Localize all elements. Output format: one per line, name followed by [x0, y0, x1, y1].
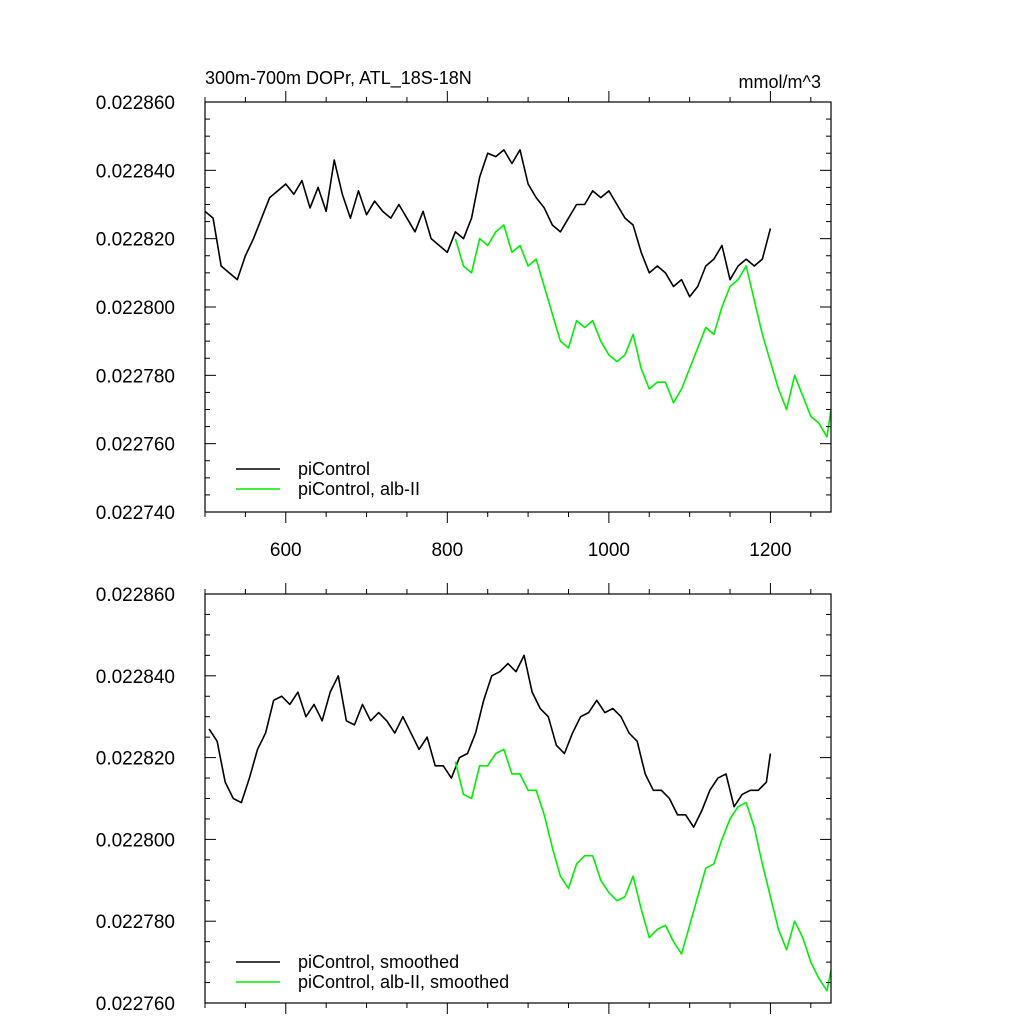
y-tick-label: 0.022760 [96, 435, 175, 456]
y-tick-label: 0.022780 [96, 366, 175, 387]
panel-raw: 0.022740 0.022760 0.022780 0.022800 0.022820… [96, 68, 832, 561]
x-tick-label: 1000 [588, 540, 630, 561]
y-tick-label: 0.022840 [96, 667, 175, 688]
plot-frame [204, 101, 832, 513]
y-tick-label: 0.022760 [96, 994, 175, 1015]
y-tick-label: 0.022840 [96, 161, 175, 182]
x-tick-label: 1200 [749, 540, 791, 561]
y-tick-label: 0.022800 [96, 298, 175, 319]
legend-label-1: piControl, alb-II, smoothed [298, 972, 509, 992]
series-line-1 [454, 748, 831, 992]
y-tick-label: 0.022860 [96, 93, 175, 114]
y-tick-label: 0.022820 [96, 230, 175, 251]
y-tick-label: 0.022800 [96, 830, 175, 851]
panel-smoothed: 0.022760 0.022780 0.022800 0.022820 0.022840… [96, 583, 832, 1015]
y-tick-label: 0.022740 [96, 503, 175, 524]
series-line-0 [208, 654, 772, 828]
legend-label-1: piControl, alb-II [298, 479, 420, 499]
x-tick-label: 800 [431, 540, 463, 561]
series-line-1 [454, 224, 831, 438]
legend-label-0: piControl [298, 459, 370, 479]
y-tick-label: 0.022780 [96, 912, 175, 933]
y-tick-label: 0.022860 [96, 585, 175, 606]
y-tick-label: 0.022820 [96, 749, 175, 770]
units-label: mmol/m^3 [739, 72, 821, 92]
plot-frame [204, 593, 832, 1004]
legend-label-0: piControl, smoothed [298, 952, 459, 972]
x-tick-label: 600 [270, 540, 302, 561]
chart-title: 300m-700m DOPr, ATL_18S-18N [205, 68, 472, 89]
series-line-0 [205, 149, 772, 298]
